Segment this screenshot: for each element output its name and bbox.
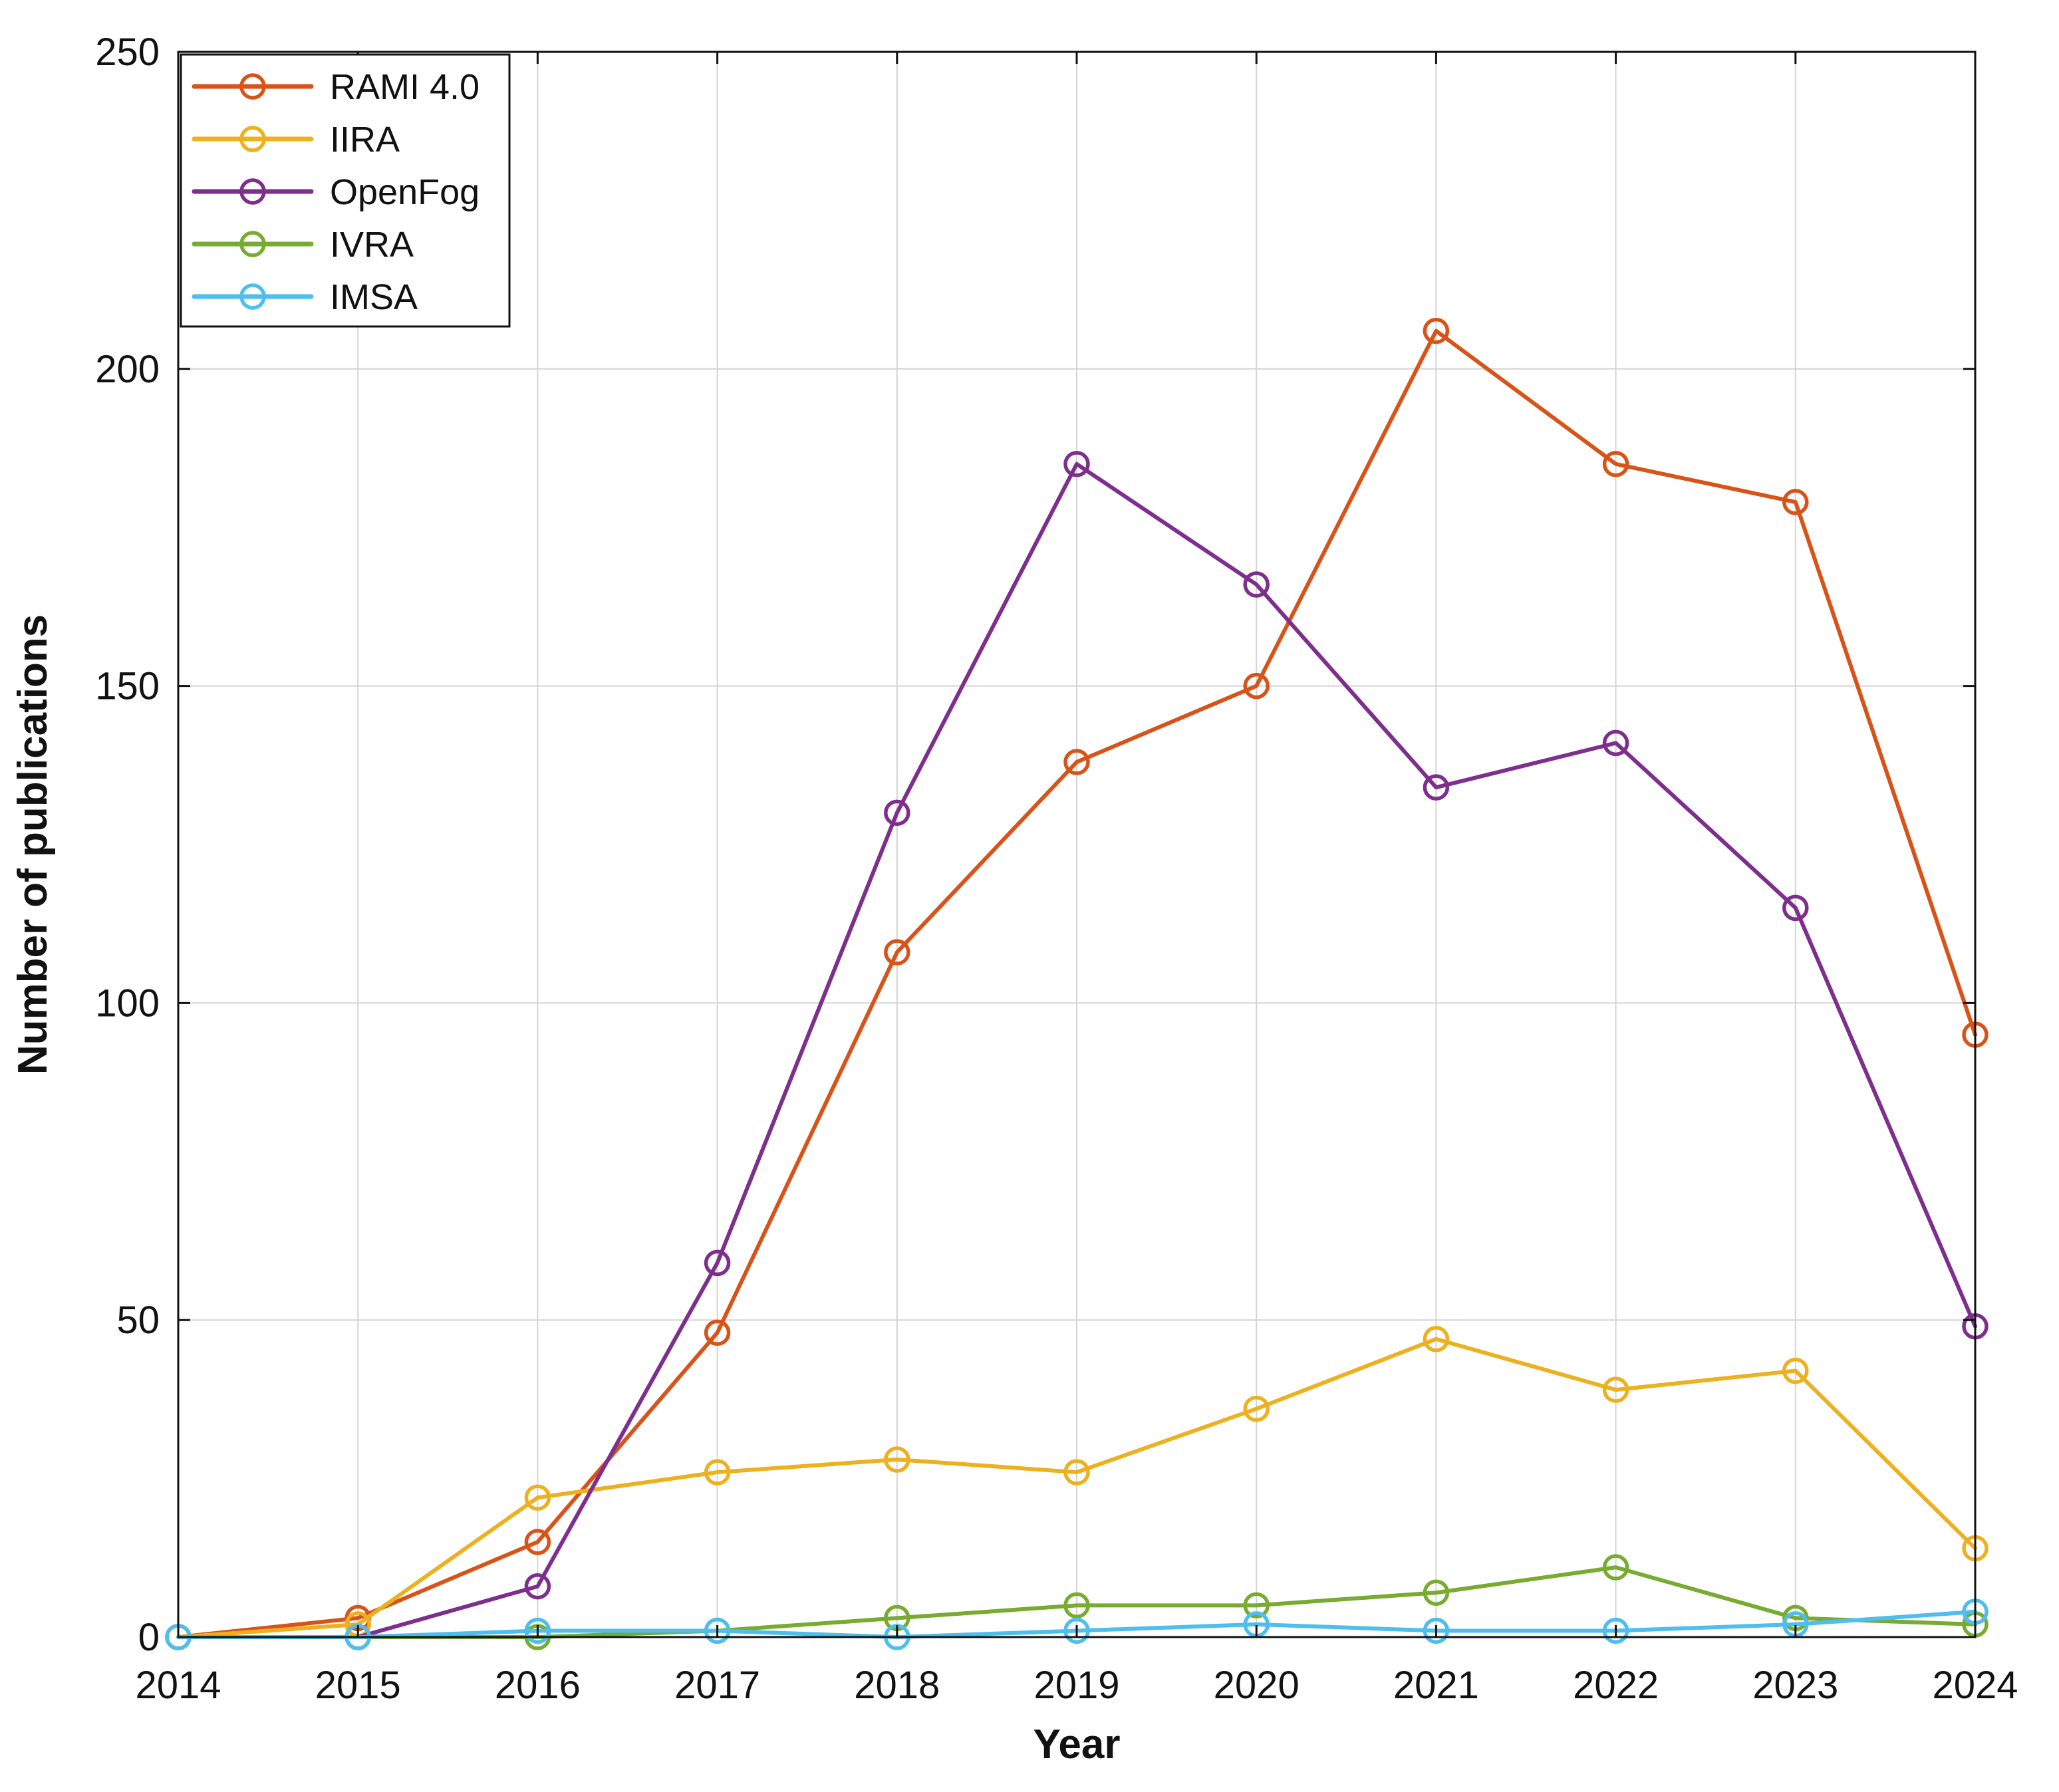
data-point-marker <box>704 1459 731 1485</box>
x-tick-label: 2019 <box>1033 1664 1119 1707</box>
data-point-marker <box>1063 1459 1090 1485</box>
legend-label: IIRA <box>330 120 400 160</box>
data-point-marker <box>1063 749 1090 775</box>
data-point-marker <box>524 1529 551 1555</box>
data-point-marker <box>1423 1579 1450 1606</box>
data-point-marker <box>524 1484 551 1511</box>
legend-entry: OpenFog <box>192 172 480 212</box>
x-tick-label: 2014 <box>135 1664 221 1707</box>
data-point-marker <box>1782 894 1809 922</box>
data-point-marker <box>1423 317 1450 344</box>
x-tick-label: 2017 <box>674 1664 760 1707</box>
legend: RAMI 4.0 IIRA OpenFog IVRA IMSA <box>180 53 511 328</box>
x-axis-title: Year <box>1033 1722 1120 1767</box>
x-tick-label: 2015 <box>315 1664 401 1707</box>
data-point-marker <box>1602 1617 1629 1644</box>
x-tick-label: 2024 <box>1932 1664 2018 1707</box>
data-point-marker <box>884 799 910 827</box>
y-tick-label: 200 <box>95 348 160 391</box>
x-tick-label: 2020 <box>1214 1664 1300 1707</box>
data-point-marker <box>884 1446 910 1473</box>
legend-marker-swatch <box>239 126 266 152</box>
series-line <box>176 461 1977 1639</box>
data-point-marker <box>1423 1617 1450 1644</box>
x-tick-label: 2022 <box>1573 1664 1659 1707</box>
legend-entry: IIRA <box>192 120 400 160</box>
data-point-marker <box>704 1319 731 1346</box>
legend-label: IMSA <box>330 277 418 317</box>
data-point-marker <box>524 1617 551 1644</box>
legend-label: OpenFog <box>330 172 480 212</box>
data-point-marker <box>1243 672 1270 700</box>
data-point-marker <box>1602 729 1629 757</box>
y-tick-label: 100 <box>95 981 160 1025</box>
data-point-marker <box>1243 1592 1270 1619</box>
legend-marker-swatch <box>239 283 266 310</box>
x-tick-label: 2018 <box>854 1664 940 1707</box>
legend-label: IVRA <box>330 225 414 265</box>
legend-marker-swatch <box>239 178 266 205</box>
y-tick-label: 50 <box>116 1299 160 1342</box>
y-tick-label: 0 <box>138 1616 160 1659</box>
data-point-marker <box>1782 1357 1809 1384</box>
legend-marker-swatch <box>239 231 266 257</box>
legend-entry: IMSA <box>192 277 418 317</box>
data-point-marker <box>524 1573 551 1600</box>
data-point-marker <box>1602 1376 1629 1403</box>
x-tick-label: 2021 <box>1393 1664 1479 1707</box>
ticks: 2014 2015 2016 2017 2018 2019 2020 2021 2022 2023… <box>95 31 2018 1707</box>
data-point-marker <box>1423 774 1450 801</box>
series-line <box>176 328 1977 1639</box>
data-point-marker <box>704 1249 731 1277</box>
legend-entry: IVRA <box>192 225 414 265</box>
y-tick-label: 250 <box>95 31 160 74</box>
series-line <box>176 1337 1977 1639</box>
data-point-marker <box>1602 1554 1629 1581</box>
legend-marker-swatch <box>239 73 266 100</box>
data-point-marker <box>704 1617 731 1644</box>
x-tick-label: 2016 <box>495 1664 581 1707</box>
data-point-marker <box>1243 1395 1270 1422</box>
data-point-marker <box>1063 1592 1090 1619</box>
y-tick-label: 150 <box>95 665 160 708</box>
data-point-marker <box>1782 489 1809 515</box>
grid <box>178 52 1975 1637</box>
data-point-marker <box>1063 1617 1090 1644</box>
data-point-marker <box>884 939 910 965</box>
legend-entry: RAMI 4.0 <box>192 67 480 107</box>
data-point-marker <box>1423 1326 1450 1352</box>
x-tick-label: 2023 <box>1752 1664 1838 1707</box>
data-point-marker <box>1243 571 1270 598</box>
data-point-marker <box>1602 451 1629 477</box>
legend-label: RAMI 4.0 <box>330 67 480 107</box>
data-point-marker <box>1063 451 1090 477</box>
y-axis-title: Number of publications <box>10 614 56 1075</box>
